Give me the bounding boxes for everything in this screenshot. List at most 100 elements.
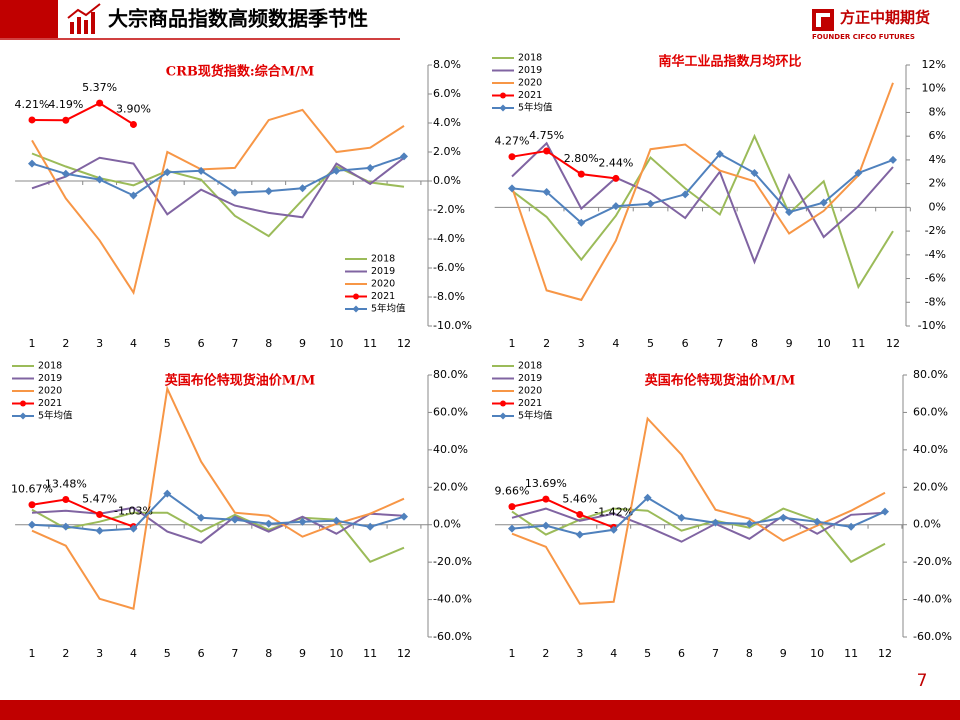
point [543,147,551,155]
y-tick-label: 0.0% [913,518,941,531]
point [400,152,408,161]
legend-entry: 2018 [492,361,542,372]
point [129,120,137,128]
series-line [31,506,405,544]
x-tick-label: 6 [198,647,205,660]
legend-label: 2021 [518,398,542,409]
point [163,489,172,498]
y-tick-label: -4.0% [433,232,465,245]
point [813,517,822,526]
series-line [31,156,405,219]
chart-panel: 南华工业品指数月均环比 -10% -8% -6% -4% -2% 0% 2% 4% 6% 8% 10%… [492,53,946,350]
y-tick-label: 0% [929,200,946,213]
x-tick-label: 10 [329,337,343,350]
chart-panel: 英国布伦特现货油价M/M -60.0% -40.0% -20.0% 0.0% 20.0% 4… [492,361,952,660]
legend-entry: 5年均值 [345,303,406,315]
x-tick-label: 6 [682,337,689,350]
x-tick-label: 11 [851,337,865,350]
point [819,198,828,207]
y-tick-label: 2% [929,177,946,190]
x-tick-label: 2 [62,647,69,660]
x-tick-label: 5 [644,647,651,660]
legend-label: 5年均值 [518,410,553,422]
chart-panel: CRB现货指数:综合M/M -10.0% -8.0% -6.0% -4.0% -2.0% 0… [15,58,472,350]
x-tick-label: 9 [299,337,306,350]
point [230,188,239,197]
x-tick-label: 4 [130,337,137,350]
legend-label: 2018 [38,361,62,372]
x-tick-label: 3 [96,647,103,660]
point [28,159,36,168]
series-line [31,498,134,528]
point [779,513,788,522]
x-tick-label: 9 [780,647,787,660]
point [711,518,720,527]
y-tick-label: 20.0% [433,480,468,493]
legend-entry: 2019 [492,373,542,384]
y-tick-label: -8.0% [433,290,465,303]
x-tick-label: 7 [231,647,238,660]
x-tick-label: 8 [265,647,272,660]
x-tick-label: 7 [231,337,238,350]
logo-sub: FOUNDER CIFCO FUTURES [812,33,915,41]
data-label: 5.37% [82,81,117,94]
x-tick-label: 8 [746,647,753,660]
x-tick-label: 9 [299,647,306,660]
point [681,190,690,199]
legend-entry: 2020 [492,386,542,397]
x-tick-label: 3 [96,337,103,350]
point [61,169,70,178]
point [854,168,863,177]
legend-entry: 2019 [12,373,62,384]
x-tick-label: 1 [509,647,516,660]
y-tick-label: -60.0% [913,630,952,643]
x-tick-label: 2 [62,337,69,350]
legend-label: 2021 [518,90,542,101]
x-tick-label: 10 [810,647,824,660]
legend-label: 2020 [38,386,62,397]
x-tick-label: 6 [198,337,205,350]
y-tick-label: -6% [925,272,946,285]
logo: 方正中期期货 FOUNDER CIFCO FUTURES [812,9,930,41]
y-tick-label: -40.0% [913,593,952,606]
point [575,530,584,539]
legend-entry: 2021 [12,398,62,409]
y-tick-label: -2% [925,224,946,237]
point [715,149,724,158]
legend-entry: 2021 [345,291,395,302]
chart-title: CRB现货指数:综合M/M [166,64,314,80]
y-tick-label: -20.0% [913,555,952,568]
logo-name: 方正中期期货 [840,9,930,27]
x-tick-label: 12 [397,647,411,660]
point [889,155,897,164]
x-tick-label: 12 [397,337,411,350]
legend-entry: 5年均值 [492,102,553,114]
legend-label: 2021 [38,398,62,409]
y-tick-label: -10% [918,319,946,332]
header-block [0,0,58,38]
legend-label: 5年均值 [38,410,73,422]
y-tick-label: -20.0% [433,555,472,568]
legend-label: 2019 [518,65,542,76]
x-tick-label: 6 [678,647,685,660]
point [577,170,585,178]
y-tick-label: 60.0% [913,405,948,418]
legend-marker [19,412,27,420]
y-tick-label: 80.0% [433,368,468,381]
point [366,522,375,531]
point [298,517,307,526]
legend-marker [353,293,359,300]
series-line [511,82,894,302]
x-tick-label: 11 [363,647,377,660]
legend-entry: 2019 [492,65,542,76]
y-tick-label: -8% [925,295,946,308]
point [577,218,586,227]
legend-entry: 5年均值 [492,410,553,422]
point [612,174,620,182]
x-tick-label: 4 [610,647,617,660]
point [847,522,856,531]
legend-label: 2018 [518,53,542,64]
series-line [511,498,615,529]
x-tick-label: 2 [542,647,549,660]
legend-label: 2019 [38,373,62,384]
